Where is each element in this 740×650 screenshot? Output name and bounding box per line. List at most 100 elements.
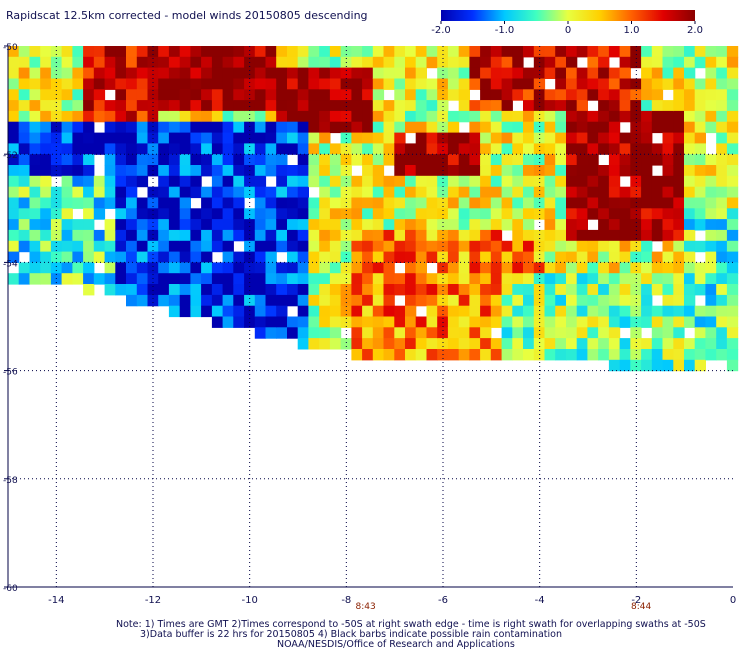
data-cell: [201, 121, 213, 134]
data-cell: [405, 110, 417, 123]
data-cell: [276, 229, 288, 242]
data-cell: [533, 67, 546, 79]
data-cell: [608, 349, 621, 361]
data-cell: [705, 262, 717, 274]
map-title: Rapidscat 12.5km corrected - model winds…: [6, 9, 368, 22]
data-cell: [351, 229, 363, 242]
data-cell: [684, 67, 696, 79]
data-cell: [458, 229, 470, 242]
data-cell: [61, 56, 73, 69]
data-cell: [383, 219, 395, 231]
data-cell: [233, 175, 245, 188]
data-cell: [136, 251, 149, 263]
data-cell: [490, 121, 503, 134]
data-cell: [287, 56, 299, 69]
data-cell: [329, 251, 342, 263]
data-cell: [415, 294, 427, 307]
data-cell: [351, 67, 363, 79]
data-cell: [104, 154, 116, 166]
data-cell: [276, 262, 288, 274]
data-cell: [694, 56, 706, 69]
data-cell: [211, 316, 224, 328]
data-cell: [8, 100, 20, 112]
data-cell: [40, 186, 52, 199]
data-cell: [673, 154, 685, 166]
data-cell: [587, 132, 599, 144]
data-cell: [211, 197, 224, 209]
data-cell: [362, 240, 374, 253]
data-cell: [651, 338, 664, 350]
data-cell: [533, 262, 546, 274]
data-cell: [72, 219, 84, 231]
data-cell: [158, 143, 170, 155]
data-cell: [115, 100, 127, 112]
data-cell: [415, 110, 427, 123]
data-cell: [201, 132, 213, 144]
data-cell: [136, 143, 149, 155]
data-cell: [566, 186, 578, 199]
data-cell: [265, 316, 277, 328]
data-cell: [490, 132, 503, 144]
data-cell: [447, 262, 460, 274]
data-cell: [544, 154, 556, 166]
data-cell: [179, 143, 191, 155]
data-cell: [619, 56, 631, 69]
time-label: 8:43: [356, 602, 376, 610]
data-cell: [480, 284, 492, 296]
data-cell: [458, 56, 470, 69]
data-cell: [351, 56, 363, 69]
data-cell: [351, 110, 363, 123]
data-cell: [480, 349, 492, 361]
data-cell: [201, 186, 213, 199]
data-cell: [437, 121, 449, 134]
data-cell: [115, 78, 127, 90]
data-cell: [490, 100, 503, 112]
data-cell: [276, 110, 288, 123]
data-cell: [662, 197, 674, 209]
data-cell: [608, 143, 621, 155]
data-cell: [501, 219, 513, 231]
data-cell: [405, 251, 417, 263]
data-cell: [447, 46, 460, 58]
data-cell: [61, 186, 73, 199]
data-cell: [233, 78, 245, 90]
data-cell: [319, 338, 331, 350]
data-cell: [136, 219, 149, 231]
data-cell: [458, 175, 470, 188]
data-cell: [662, 240, 674, 253]
data-cell: [480, 240, 492, 253]
data-cell: [544, 121, 556, 134]
data-cell: [72, 186, 84, 199]
data-cell: [254, 305, 267, 318]
data-cell: [8, 78, 20, 90]
data-cell: [265, 132, 277, 144]
data-cell: [319, 262, 331, 274]
data-cell: [447, 143, 460, 155]
data-cell: [544, 175, 556, 188]
data-cell: [490, 165, 503, 177]
data-cell: [72, 197, 84, 209]
data-cell: [362, 186, 374, 199]
data-cell: [340, 251, 352, 263]
data-cell: [662, 56, 674, 69]
data-cell: [329, 67, 342, 79]
data-cell: [179, 305, 191, 318]
data-cell: [61, 46, 73, 58]
data-cell: [297, 273, 309, 285]
data-cell: [72, 46, 84, 58]
data-cell: [684, 349, 696, 361]
data-cell: [126, 262, 138, 274]
data-cell: [244, 143, 256, 155]
data-cell: [168, 110, 181, 123]
data-cell: [126, 251, 138, 263]
data-cell: [651, 78, 664, 90]
data-cell: [587, 305, 599, 318]
data-cell: [523, 165, 535, 177]
data-cell: [50, 67, 63, 79]
data-cell: [362, 154, 374, 166]
data-cell: [555, 175, 567, 188]
data-cell: [523, 78, 535, 90]
data-cell: [405, 154, 417, 166]
data-cell: [308, 327, 320, 339]
data-cell: [179, 132, 191, 144]
